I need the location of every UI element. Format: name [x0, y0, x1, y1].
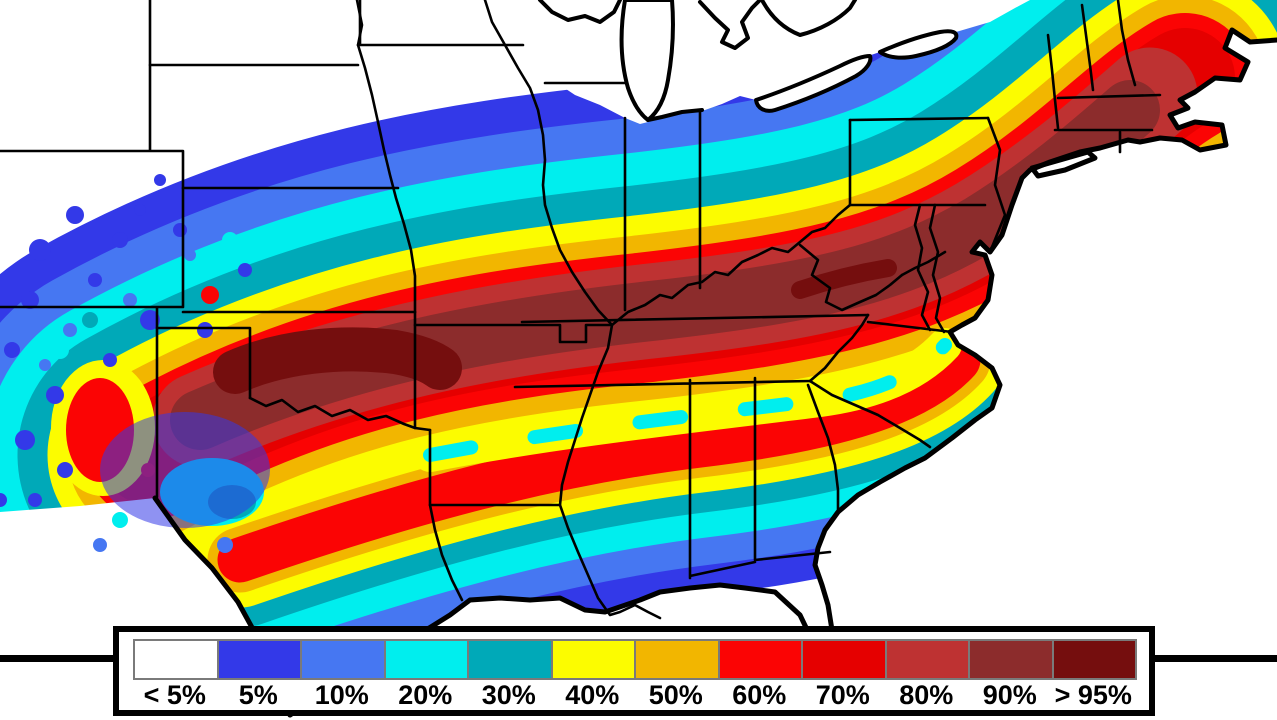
legend-label: < 5% — [143, 680, 206, 710]
long-island — [1029, 149, 1098, 179]
legend-label: 10% — [314, 680, 369, 710]
band-95pct — [213, 259, 897, 394]
atlantic-ocean — [815, 30, 1277, 720]
lake-erie — [754, 54, 873, 113]
legend-swatch — [968, 639, 1054, 680]
legend-label: 20% — [398, 680, 453, 710]
legend-swatch — [884, 639, 970, 680]
savannah-river — [806, 383, 840, 514]
legend-swatch — [216, 639, 302, 680]
legend-swatch — [467, 639, 553, 680]
legend-label-row: < 5% 5% 10% 20% 30% 40% 50% 60% 70% 80% 90% > 95% — [133, 680, 1135, 710]
legend-swatch-row — [133, 639, 1137, 680]
mississippi-river — [483, 0, 662, 620]
map-frame-line-right — [1152, 655, 1277, 662]
legend-swatch — [133, 639, 219, 680]
legend: < 5% 5% 10% 20% 30% 40% 50% 60% 70% 80% 90% > 95% — [113, 626, 1155, 716]
legend-label: 90% — [982, 680, 1037, 710]
legend-swatch — [634, 639, 720, 680]
band-channel-20pct — [423, 338, 952, 462]
green-bay-shore — [538, 0, 622, 24]
legend-swatch — [801, 639, 887, 680]
chesapeake-bay — [913, 203, 946, 334]
delaware-river — [986, 116, 1007, 254]
legend-label: 5% — [238, 680, 278, 710]
lake-ontario — [878, 29, 959, 60]
red-river — [248, 396, 432, 432]
legend-swatch — [300, 639, 386, 680]
ohio-river — [610, 203, 852, 327]
sabine-river — [428, 503, 464, 602]
legend-swatch — [717, 639, 803, 680]
legend-swatch — [550, 639, 636, 680]
legend-label: 30% — [481, 680, 536, 710]
west-virginia-border — [798, 243, 904, 312]
lake-huron-shore — [760, 0, 857, 37]
legend-label: 50% — [648, 680, 703, 710]
legend-label: 80% — [899, 680, 954, 710]
legend-swatch — [383, 639, 469, 680]
map-frame-line-left — [0, 655, 116, 662]
speckle-field — [0, 174, 270, 553]
legend-label: 70% — [815, 680, 870, 710]
legend-label: 40% — [565, 680, 620, 710]
legend-swatch — [1051, 639, 1137, 680]
saginaw-bay — [698, 0, 762, 50]
potomac-river — [900, 250, 947, 277]
michigan-south-shore — [646, 108, 704, 122]
state-borders — [0, 0, 1162, 620]
legend-label: > 95% — [1054, 680, 1132, 710]
legend-label: 60% — [732, 680, 787, 710]
atlantic-coastline — [812, 27, 1277, 658]
missouri-river — [355, 0, 417, 314]
lake-shorelines — [538, 0, 857, 122]
